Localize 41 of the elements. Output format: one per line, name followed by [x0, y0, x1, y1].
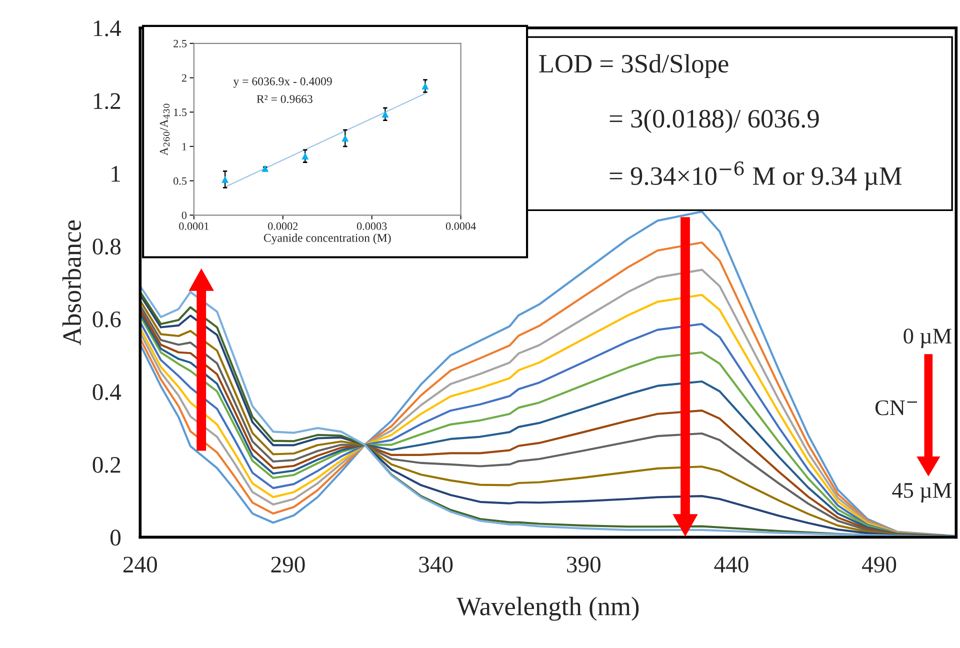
- y-tick-label: 0.8: [92, 238, 121, 255]
- x-tick-label: 340: [419, 556, 453, 573]
- y-tick-label: 0: [110, 530, 121, 546]
- y-tick-label: 1.5: [174, 108, 187, 116]
- y-tick-label: 0.6: [92, 311, 121, 328]
- y-tick-label: 2.5: [174, 40, 187, 48]
- y-axis-title: Absorbance: [62, 220, 81, 346]
- y-tick-label: 1.4: [94, 20, 122, 36]
- y-tick-label: 1.2: [94, 93, 120, 110]
- y-tick-label: 0.2: [92, 456, 120, 473]
- y-tick-label: 0.5: [174, 177, 187, 185]
- x-axis-title: Cyanide concentration (M): [264, 234, 391, 244]
- x-tick-label: 440: [714, 556, 748, 573]
- annotation: = 9.34×10$^{−6}$ M or 9.34 µM: [610, 161, 902, 190]
- point: [342, 134, 349, 142]
- annotation: 0 µM: [904, 328, 952, 348]
- point: [302, 152, 309, 160]
- x-tick-label: 390: [567, 556, 600, 573]
- x-axis-title: Wavelength (nm): [456, 596, 639, 621]
- y-tick-label: 0.4: [92, 384, 122, 400]
- point: [382, 110, 389, 118]
- y-tick-label: 1: [112, 166, 120, 182]
- x-tick-label: 290: [271, 556, 305, 573]
- x-tick-label: 0.0004: [446, 222, 476, 230]
- point: [222, 176, 229, 183]
- y-tick-label: 1: [182, 142, 186, 150]
- annotation: = 3(0.0188)/ 6036.9: [610, 109, 819, 134]
- annotation: CN$^{−}$: [875, 400, 918, 416]
- annotation: 45 µM: [892, 483, 952, 502]
- y-tick-label: 2: [182, 74, 186, 82]
- x-tick-label: 490: [862, 556, 896, 573]
- point: [422, 82, 429, 90]
- x-tick-label: 240: [123, 556, 157, 573]
- x-tick-label: 0.0003: [356, 222, 387, 230]
- y-axis-title: A$_{260}$/A$_{430}$: [160, 104, 170, 156]
- x-tick-label: 0.0002: [268, 222, 298, 230]
- annotation: R² = 0.9663: [256, 95, 312, 104]
- annotation: LOD = 3Sd/Slope: [539, 54, 728, 78]
- x-tick-label: 0.0001: [179, 222, 209, 230]
- y-tick-label: 0: [182, 212, 187, 220]
- annotation: y = 6036.9x - 0.4009: [233, 77, 332, 88]
